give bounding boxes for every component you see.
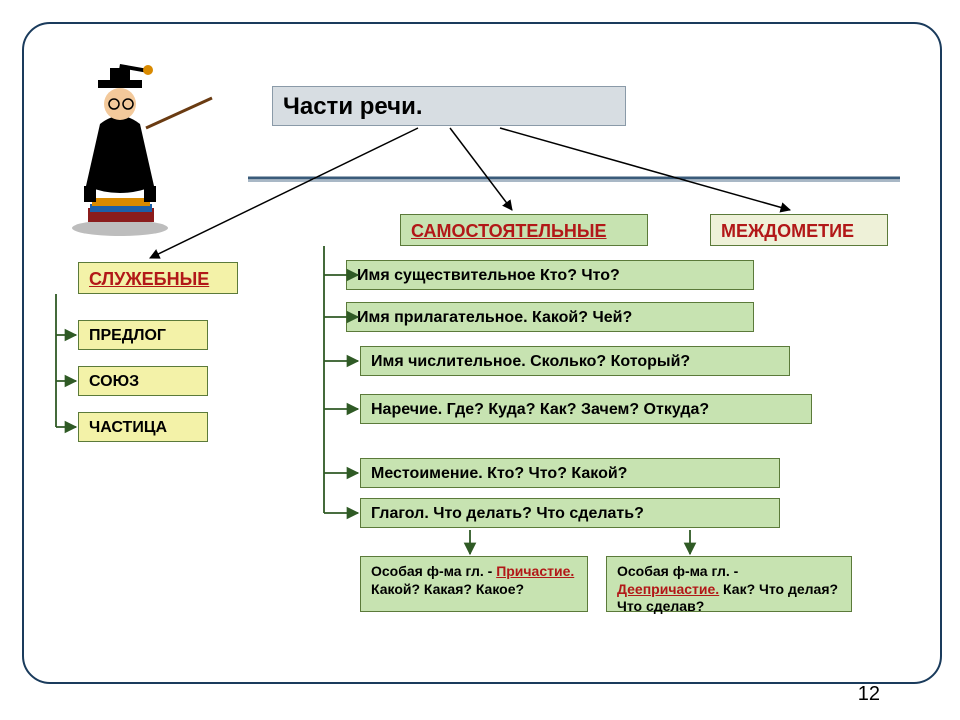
category-service: СЛУЖЕБНЫЕ (78, 262, 238, 294)
page-number: 12 (858, 683, 880, 706)
independent-item: Имя существительное Кто? Что? (346, 260, 754, 290)
service-item: ЧАСТИЦА (78, 412, 208, 442)
verb-form-gerund: Особая ф-ма гл. - Деепричастие. Как? Что… (606, 556, 852, 612)
independent-item: Имя прилагательное. Какой? Чей? (346, 302, 754, 332)
independent-item: Наречие. Где? Куда? Как? Зачем? Откуда? (360, 394, 812, 424)
professor-illustration (50, 58, 220, 238)
diagram-title: Части речи. (272, 86, 626, 126)
service-item: ПРЕДЛОГ (78, 320, 208, 350)
service-item: СОЮЗ (78, 366, 208, 396)
category-interjection: МЕЖДОМЕТИЕ (710, 214, 888, 246)
independent-item: Имя числительное. Сколько? Который? (360, 346, 790, 376)
verb-form-participle: Особая ф-ма гл. - Причастие. Какой? Кака… (360, 556, 588, 612)
independent-item: Местоимение. Кто? Что? Какой? (360, 458, 780, 488)
independent-item: Глагол. Что делать? Что сделать? (360, 498, 780, 528)
category-independent: САМОСТОЯТЕЛЬНЫЕ (400, 214, 648, 246)
